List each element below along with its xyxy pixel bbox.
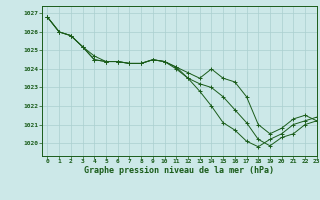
X-axis label: Graphe pression niveau de la mer (hPa): Graphe pression niveau de la mer (hPa): [84, 166, 274, 175]
